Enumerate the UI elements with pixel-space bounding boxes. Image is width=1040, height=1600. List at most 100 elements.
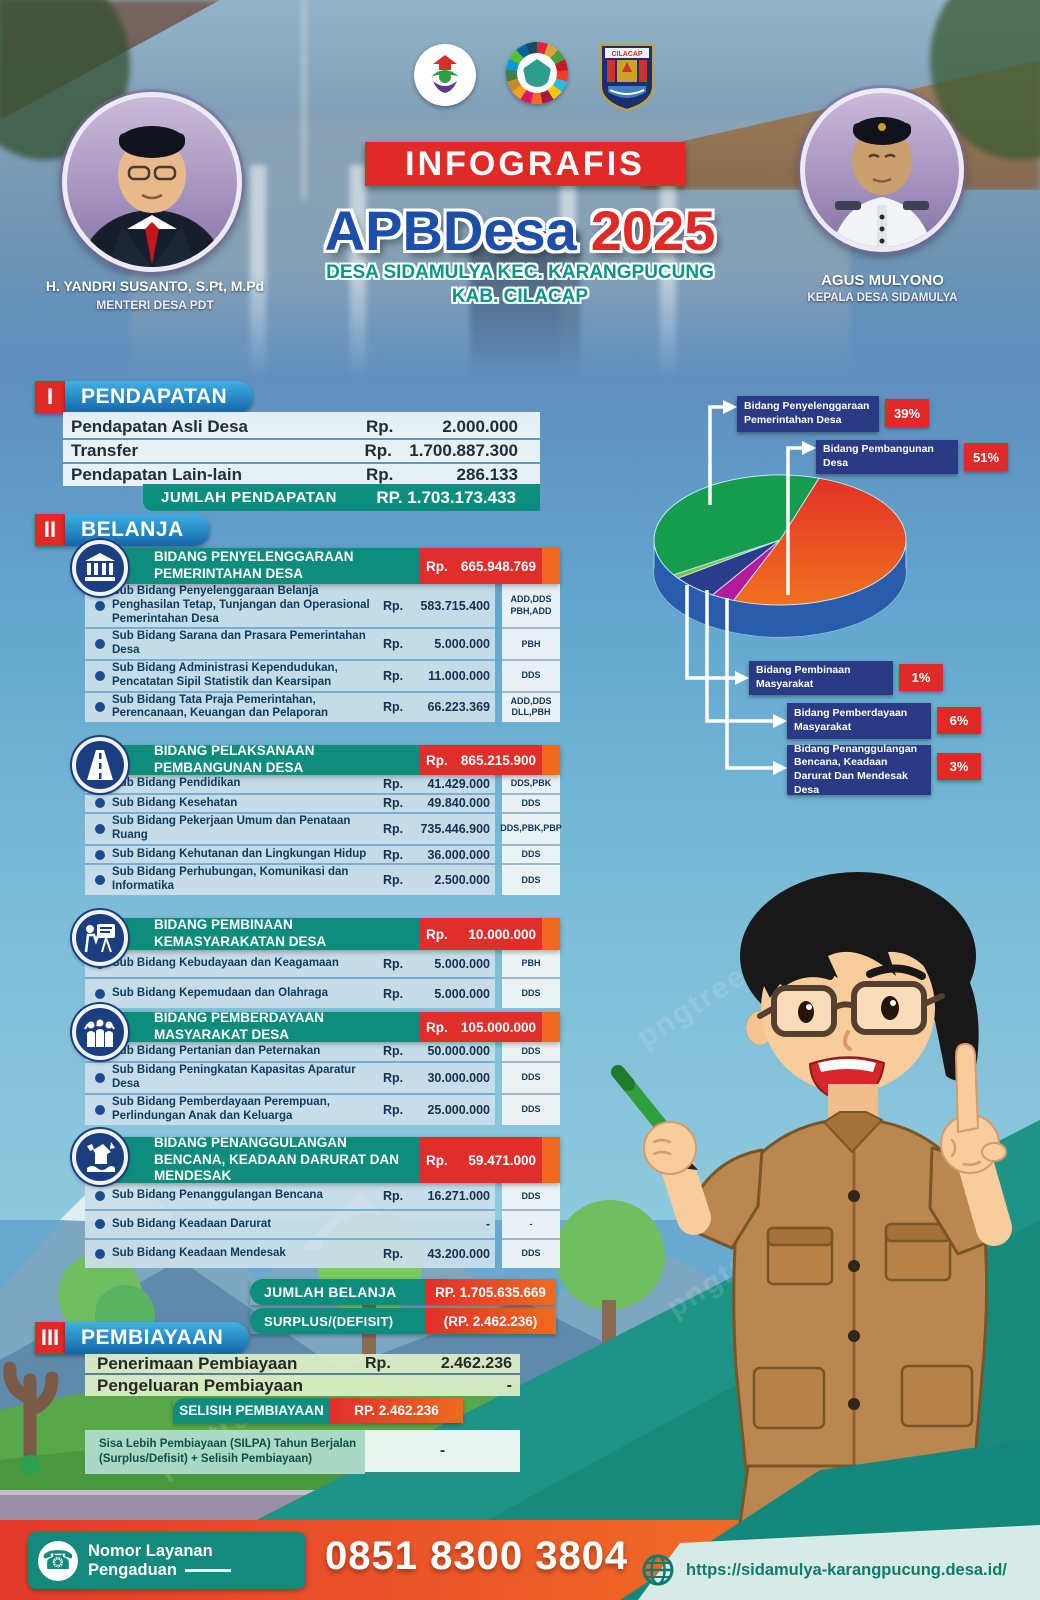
pendapatan-row: Pendapatan Asli Desa Rp. 2.000.000 xyxy=(63,416,540,440)
row-currency: Rp. xyxy=(364,441,392,460)
bidang-amount-value: 59.471.000 xyxy=(468,1152,536,1168)
bullet-icon xyxy=(95,1219,105,1230)
sdgs-desa-logo xyxy=(506,42,568,104)
page-title: APBDesa 2025 xyxy=(290,198,750,263)
bullet-icon xyxy=(95,849,105,860)
funding-source: DDS xyxy=(502,1094,560,1125)
sub-bidang-row: Sub Bidang Pemberdayaan Perempuan, Perli… xyxy=(85,1094,560,1125)
legend-label: Bidang Penyelenggaraan Pemerintahan Desa xyxy=(737,396,879,432)
bidang-amount: Rp. 10.000.000 xyxy=(420,918,542,950)
callout-line xyxy=(725,598,773,770)
legend-percent: 6% xyxy=(937,707,981,734)
bidang-rows: Sub Bidang Kebudayaan dan Keagamaan Rp. 5.… xyxy=(85,950,560,1008)
sub-bidang-row: Sub Bidang Pendidikan Rp. 41.429.000 DDS,PB… xyxy=(85,775,560,795)
row-label: Pendapatan Asli Desa xyxy=(71,417,248,436)
bidang-amount-value: 105.000.000 xyxy=(460,1019,536,1035)
sub-bidang-currency: Rp. xyxy=(383,1102,404,1117)
bidang-block: BIDANG PEMBERDAYAAN MASYARAKAT DESA Rp. 10… xyxy=(72,1004,560,1125)
silpa-label: Sisa Lebih Pembiayaan (SILPA) Tahun Berj… xyxy=(99,1438,357,1465)
arrow-icon xyxy=(723,400,737,414)
subtitle-line2: KAB. CILACAP xyxy=(451,286,589,307)
surplus-defisit-bar: SURPLUS/(DEFISIT) (RP. 2.462.236) xyxy=(250,1308,556,1334)
bidang-amount-tail xyxy=(542,548,560,584)
sub-bidang-currency: Rp. xyxy=(383,700,404,715)
sub-bidang-row: Sub Bidang Keadaan Darurat - - xyxy=(85,1211,560,1240)
sub-bidang-row: Sub Bidang Sarana dan Prasara Pemerintah… xyxy=(85,629,560,661)
sub-bidang-label: Sub Bidang Kebudayaan dan Keagamaan xyxy=(112,956,339,969)
section-numeral-1: I xyxy=(35,381,65,413)
selisih-pembiayaan-bar: SELISIH PEMBIAYAAN RP. 2.462.236 xyxy=(173,1398,463,1423)
legend-label: Bidang Pembinaan Masyarakat xyxy=(749,661,893,695)
belanja-total-bar: JUMLAH BELANJA RP. 1.705.635.669 xyxy=(250,1279,556,1305)
sub-bidang-currency: Rp. xyxy=(383,986,404,1001)
callout-line xyxy=(786,446,802,595)
bidang-amount-currency: Rp. xyxy=(426,1019,448,1035)
sub-bidang-label: Sub Bidang Pemberdayaan Perempuan, Perli… xyxy=(112,1095,330,1122)
sub-bidang-row: Sub Bidang Keadaan Mendesak Rp. 43.200.000… xyxy=(85,1239,560,1268)
row-value: 2.000.000 xyxy=(442,417,518,436)
sub-bidang-row: Sub Bidang Kepemudaan dan Olahraga Rp. 5.0… xyxy=(85,979,560,1008)
sub-bidang-currency: Rp. xyxy=(383,1044,404,1059)
row-value: 2.462.236 xyxy=(440,1354,512,1372)
row-value: - xyxy=(506,1376,512,1394)
bidang-amount: Rp. 665.948.769 xyxy=(420,548,542,584)
legend-percent: 39% xyxy=(885,399,929,427)
funding-source: DDS xyxy=(502,979,560,1008)
funding-source: DDS,PBK xyxy=(502,775,560,795)
pendapatan-total-bar: JUMLAH PENDAPATAN RP. 1.703.173.433 xyxy=(143,484,540,511)
bullet-icon xyxy=(95,639,105,650)
flagpole xyxy=(302,0,306,200)
budget-pie-chart xyxy=(600,370,1040,815)
legend-percent: 3% xyxy=(937,753,981,780)
selisih-label: SELISIH PEMBIAYAAN xyxy=(173,1398,330,1423)
section-title-belanja: BELANJA xyxy=(65,514,210,546)
sub-bidang-value: 2.500.000 xyxy=(434,873,490,888)
bullet-icon xyxy=(95,600,105,611)
bidang-rows: Sub Bidang Penyelenggaraan Belanja Pengh… xyxy=(85,584,560,723)
row-value: 1.700.887.300 xyxy=(409,441,518,460)
sub-bidang-label: Sub Bidang Penyelenggaraan Belanja Pengh… xyxy=(112,585,370,625)
row-value: 286.133 xyxy=(456,465,518,484)
funding-source: DDS xyxy=(502,1042,560,1063)
service-phone-number[interactable]: 0851 8300 3804 xyxy=(325,1534,629,1578)
surplus-label: SURPLUS/(DEFISIT) xyxy=(250,1308,425,1334)
sub-bidang-label: Sub Bidang Administrasi Kependudukan, Pe… xyxy=(112,661,338,688)
pendapatan-table: Pendapatan Asli Desa Rp. 2.000.000 Transfer… xyxy=(63,412,540,488)
bidang-rows: Sub Bidang Pendidikan Rp. 41.429.000 DDS,PB… xyxy=(85,775,562,896)
sub-bidang-row: Sub Bidang Pekerjaan Umum dan Penataan R… xyxy=(85,814,562,846)
sub-bidang-row: Sub Bidang Kebudayaan dan Keagamaan Rp. 5.… xyxy=(85,950,560,979)
cartoon-officer-character xyxy=(611,872,1012,1550)
bidang-header: BIDANG PENYELENGGARAAN PEMERINTAHAN DESA… xyxy=(72,540,560,596)
sub-bidang-currency: Rp. xyxy=(383,1246,404,1261)
sub-bidang-value: 583.715.400 xyxy=(420,598,490,613)
sub-bidang-currency: Rp. xyxy=(383,637,404,652)
pendapatan-total-label: JUMLAH PENDAPATAN xyxy=(161,489,337,506)
funding-source: DDS xyxy=(502,1239,560,1268)
cilacap-crest: CILACAP xyxy=(598,42,656,117)
title-apbdesa: APBDesa xyxy=(324,199,577,262)
training-presentation-icon xyxy=(72,910,128,966)
arrow-icon xyxy=(773,714,787,728)
bidang-block: BIDANG PENANGGULANGAN BENCANA, KEADAAN D… xyxy=(72,1129,560,1268)
bidang-amount: Rp. 865.215.900 xyxy=(420,745,542,775)
legend-label: Bidang Pembangunan Desa xyxy=(816,440,958,474)
belanja-total-value: RP. 1.705.635.669 xyxy=(425,1279,556,1305)
kemendesa-logo xyxy=(414,44,476,106)
sub-bidang-label: Sub Bidang Kepemudaan dan Olahraga xyxy=(112,986,328,999)
arrow-icon xyxy=(735,671,749,685)
website-url[interactable]: https://sidamulya-karangpucung.desa.id/ xyxy=(686,1560,1007,1579)
sub-bidang-value: 50.000.000 xyxy=(427,1044,490,1059)
village-head-photo xyxy=(800,88,964,252)
bullet-icon xyxy=(95,875,105,886)
section-pendapatan-header: I PENDAPATAN xyxy=(35,381,254,413)
road-icon xyxy=(72,737,128,793)
section-belanja-header: II BELANJA xyxy=(35,514,210,546)
bidang-amount-tail xyxy=(542,1137,560,1183)
sub-bidang-value: 30.000.000 xyxy=(427,1070,490,1085)
bullet-icon xyxy=(95,1248,105,1259)
bidang-block: BIDANG PELAKSANAAN PEMBANGUNAN DESA Rp. 86… xyxy=(72,737,562,896)
pendapatan-total-value: RP. 1.703.173.433 xyxy=(376,487,516,507)
row-currency: Rp. xyxy=(366,465,394,484)
sub-bidang-currency: Rp. xyxy=(383,822,404,837)
